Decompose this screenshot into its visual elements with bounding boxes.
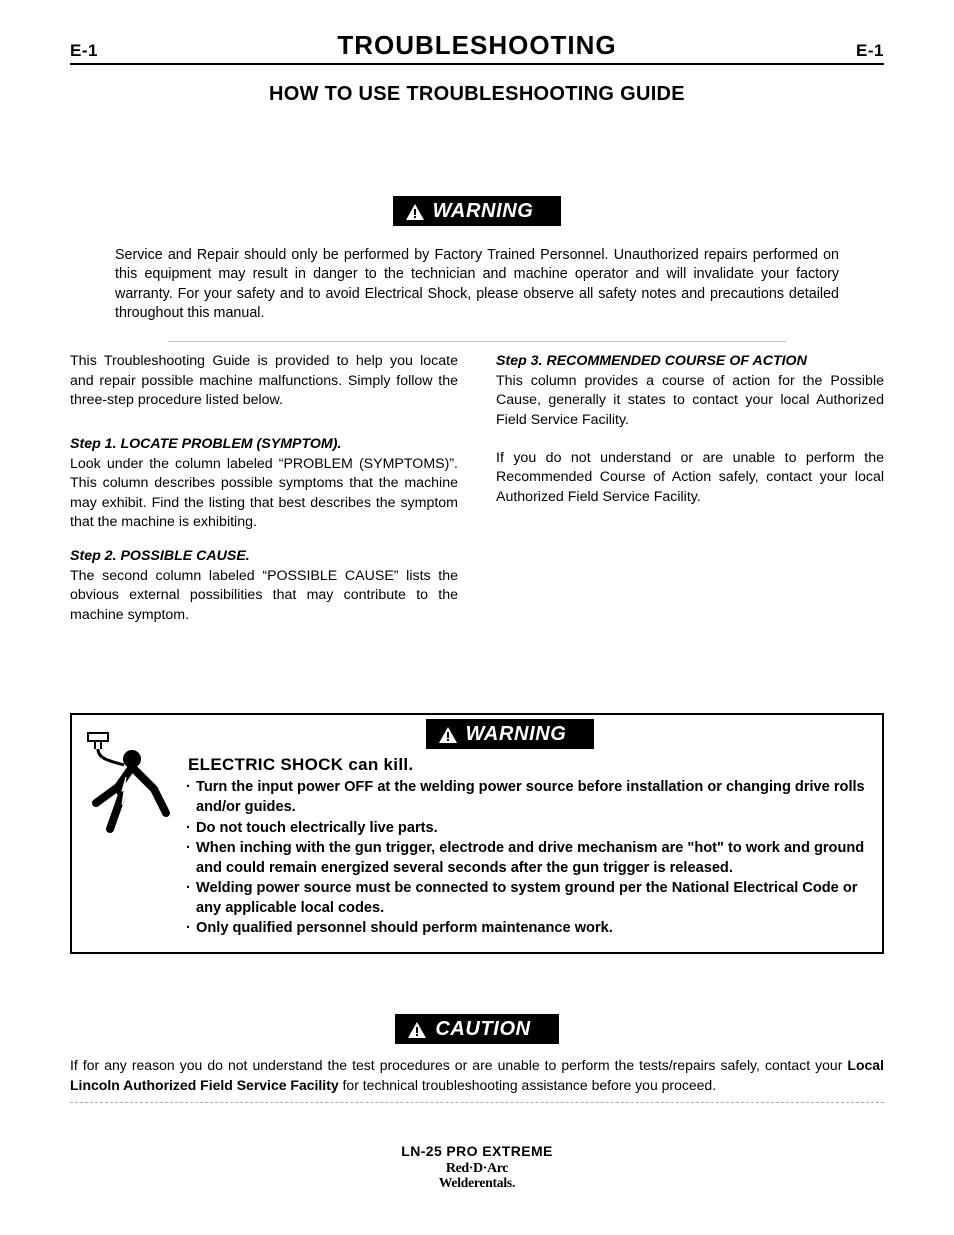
- warning-banner-1-box: WARNING: [393, 196, 562, 226]
- two-column-section: This Troubleshooting Guide is provided t…: [70, 352, 884, 625]
- caution-paragraph: If for any reason you do not understand …: [70, 1056, 884, 1095]
- divider-line: [168, 341, 787, 342]
- bullet-text: Do not touch electrically live parts.: [196, 818, 438, 838]
- bullet-item: ·Do not touch electrically live parts.: [188, 818, 872, 838]
- warning-banner-2-box: WARNING: [426, 719, 595, 749]
- bullet-text: When inching with the gun trigger, elect…: [196, 838, 872, 878]
- warning-banner-1: WARNING: [70, 196, 884, 226]
- bullet-text: Only qualified personnel should perform …: [196, 918, 613, 938]
- caution-text-pre: If for any reason you do not understand …: [70, 1057, 847, 1073]
- step3-extra: If you do not understand or are unable t…: [496, 449, 884, 508]
- bullet-item: ·Welding power source must be connected …: [188, 878, 872, 918]
- bullet-text: Turn the input power OFF at the welding …: [196, 777, 872, 817]
- footer-logo-line2: Welderentals.: [70, 1175, 884, 1191]
- step2-heading: Step 2. POSSIBLE CAUSE.: [70, 547, 458, 567]
- warning-banner-2-label: WARNING: [466, 723, 567, 746]
- electric-shock-heading: ELECTRIC SHOCK can kill.: [188, 755, 872, 775]
- header-left: E-1: [70, 41, 98, 61]
- boxed-warning-content: WARNING ELECTRIC SHOCK can kill. ·Turn t…: [188, 719, 872, 938]
- step1-body: Look under the column labeled “PROBLEM (…: [70, 455, 458, 533]
- electric-shock-icon: [76, 719, 188, 938]
- warning-banner-1-label: WARNING: [433, 200, 534, 223]
- header-title: TROUBLESHOOTING: [337, 30, 616, 61]
- step2-body: The second column labeled “POSSIBLE CAUS…: [70, 567, 458, 626]
- caution-banner-label: CAUTION: [435, 1018, 530, 1041]
- header-row: E-1 TROUBLESHOOTING E-1: [70, 30, 884, 65]
- intro-text: This Troubleshooting Guide is provided t…: [70, 352, 458, 411]
- warning-icon: [405, 203, 425, 221]
- warning2-bullets: ·Turn the input power OFF at the welding…: [188, 777, 872, 938]
- dashed-divider: [70, 1102, 884, 1103]
- footer-product: LN-25 PRO EXTREME: [70, 1143, 884, 1159]
- footer: LN-25 PRO EXTREME Red·D·Arc Welderentals…: [70, 1143, 884, 1191]
- step3-heading: Step 3. RECOMMENDED COURSE OF ACTION: [496, 352, 884, 372]
- step1-heading: Step 1. LOCATE PROBLEM (SYMPTOM).: [70, 435, 458, 455]
- column-left: This Troubleshooting Guide is provided t…: [70, 352, 458, 625]
- warning1-paragraph: Service and Repair should only be perfor…: [115, 246, 839, 323]
- warning-icon: [407, 1021, 427, 1039]
- header-right: E-1: [856, 41, 884, 61]
- caution-banner-box: CAUTION: [395, 1014, 558, 1044]
- caution-banner: CAUTION: [70, 1014, 884, 1044]
- step3-body: This column provides a course of action …: [496, 372, 884, 431]
- bullet-text: Welding power source must be connected t…: [196, 878, 872, 918]
- page: E-1 TROUBLESHOOTING E-1 HOW TO USE TROUB…: [0, 0, 954, 1235]
- caution-text-post: for technical troubleshooting assistance…: [339, 1077, 716, 1093]
- warning-icon: [438, 726, 458, 744]
- bullet-item: ·When inching with the gun trigger, elec…: [188, 838, 872, 878]
- boxed-warning: WARNING ELECTRIC SHOCK can kill. ·Turn t…: [70, 713, 884, 954]
- page-subtitle: HOW TO USE TROUBLESHOOTING GUIDE: [70, 83, 884, 106]
- bullet-item: ·Only qualified personnel should perform…: [188, 918, 872, 938]
- bullet-item: ·Turn the input power OFF at the welding…: [188, 777, 872, 817]
- column-right: Step 3. RECOMMENDED COURSE OF ACTION Thi…: [496, 352, 884, 625]
